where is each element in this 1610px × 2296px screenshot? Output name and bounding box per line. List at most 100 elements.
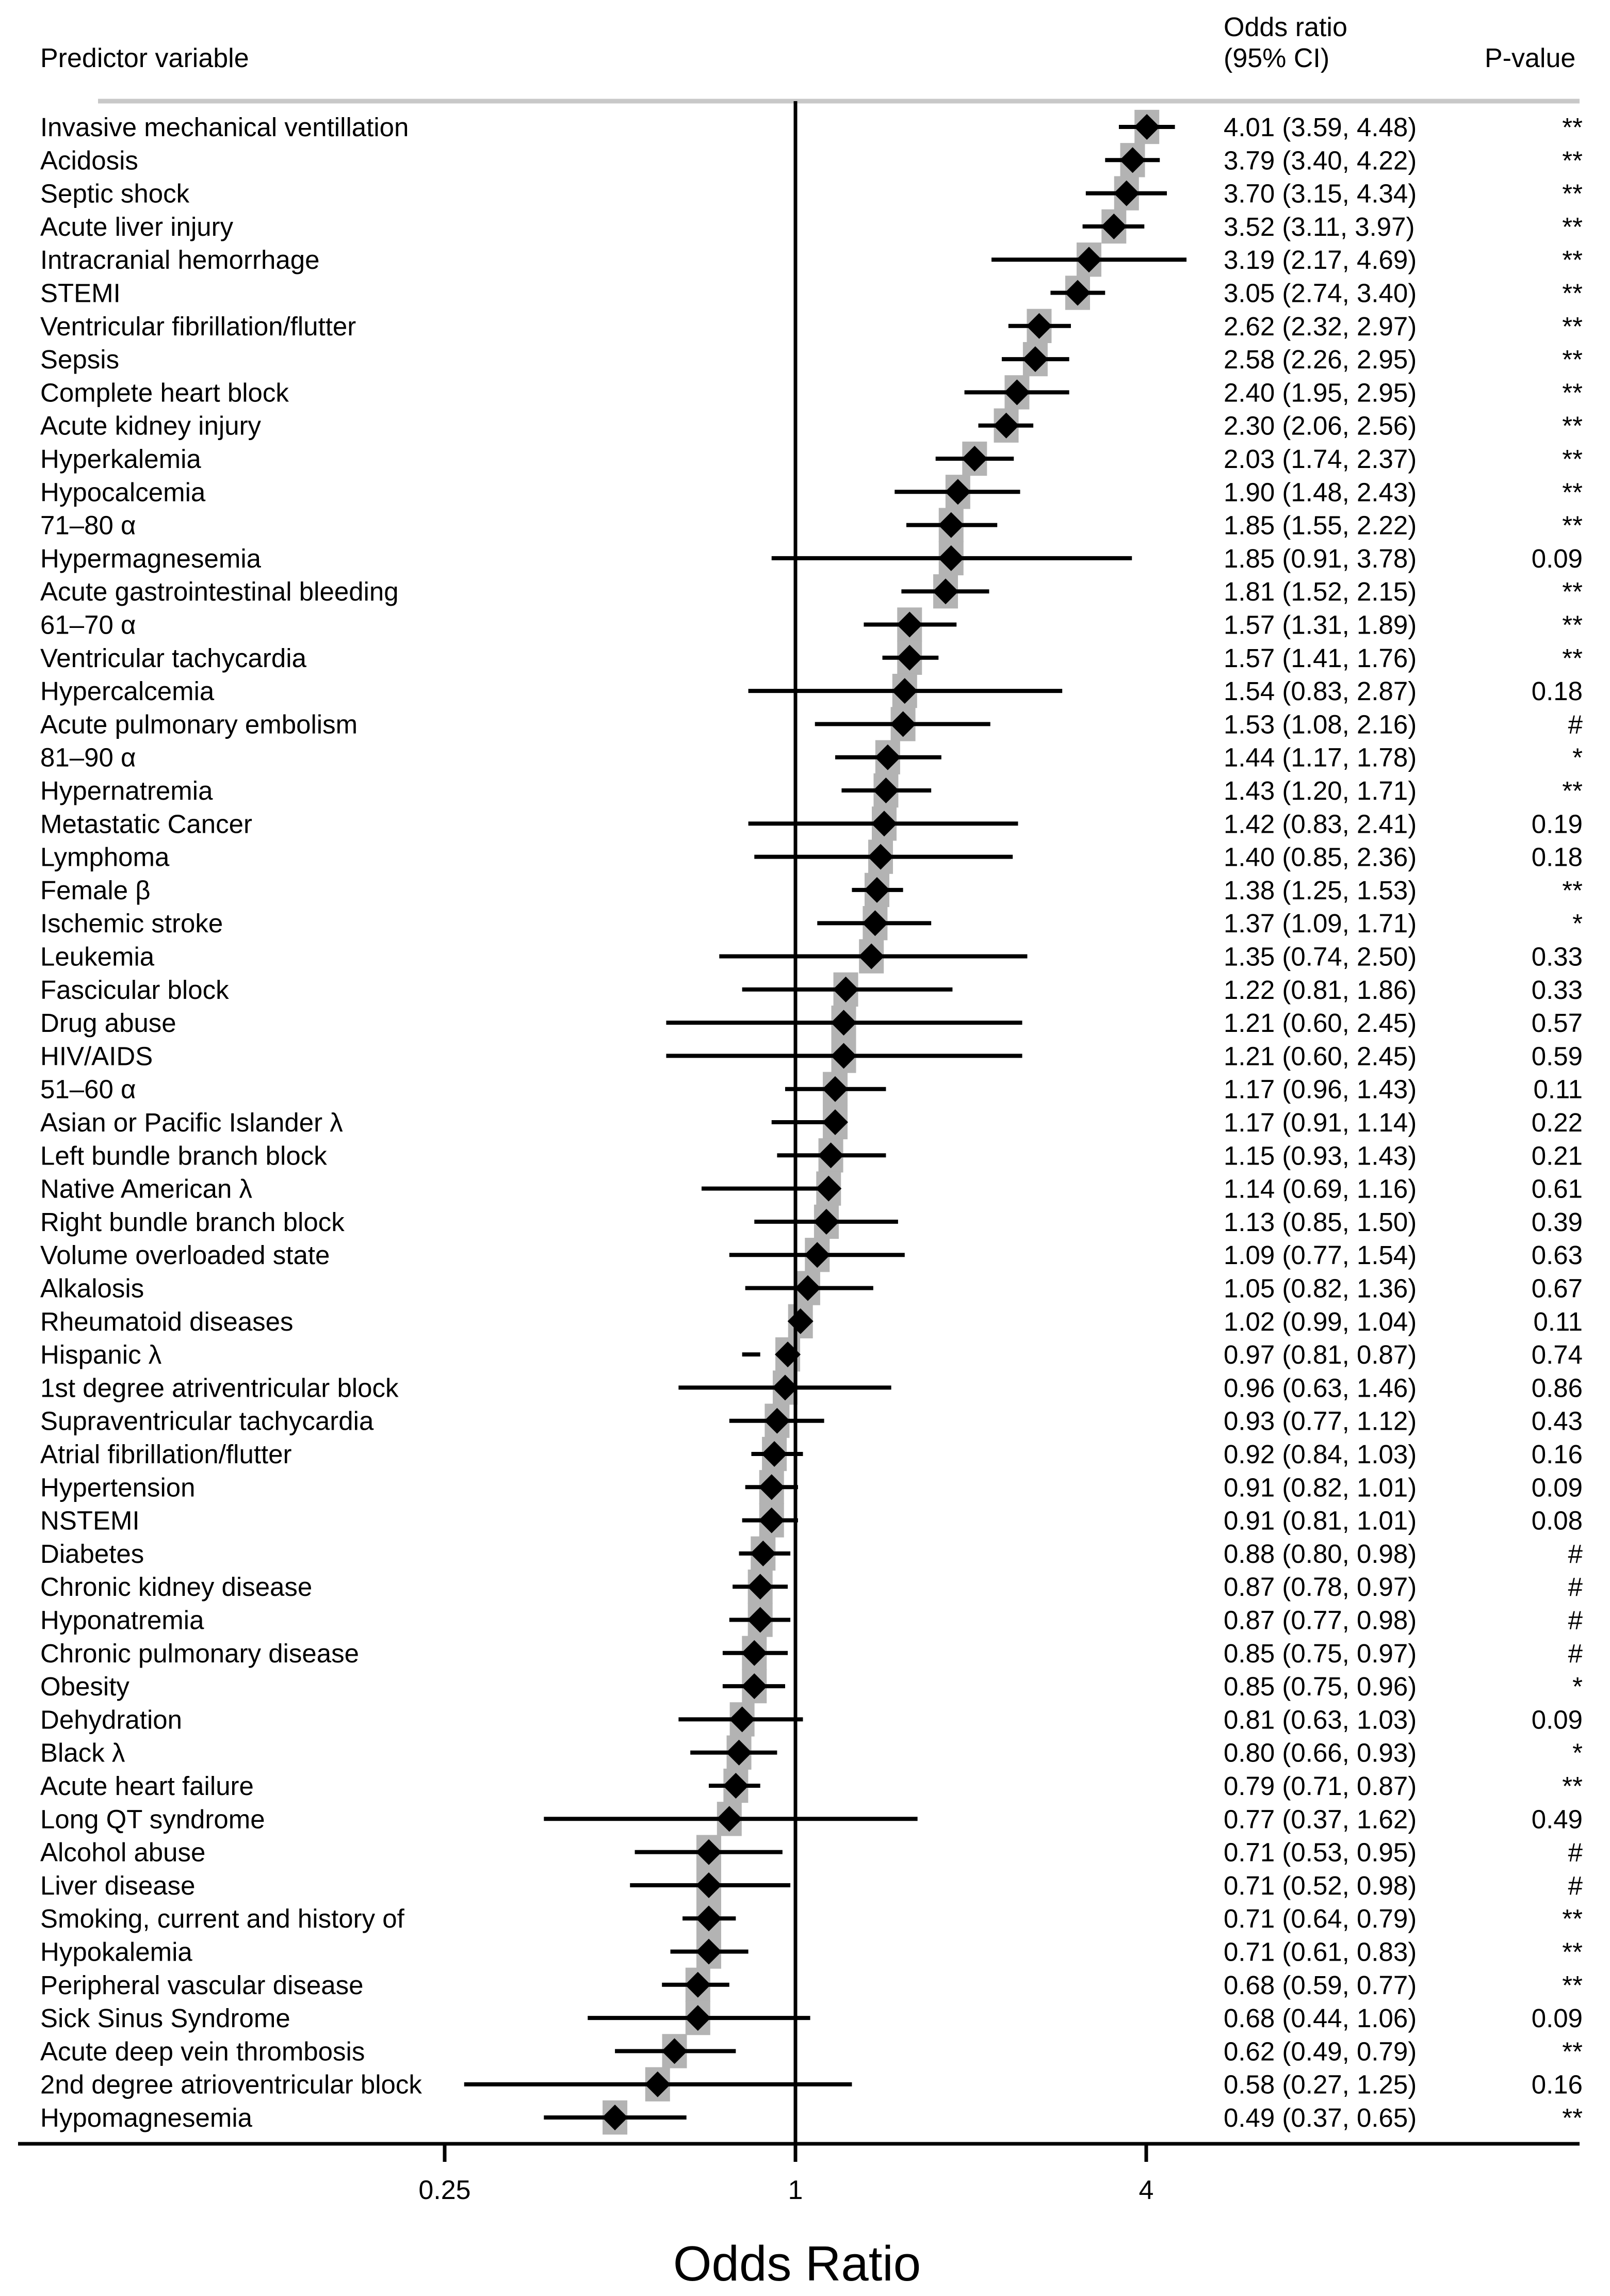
ci-value: 0.62 (0.49, 0.79) bbox=[1224, 2036, 1417, 2066]
p-value: 0.59 bbox=[1532, 1041, 1583, 1071]
odds-ratio-marker bbox=[772, 1375, 798, 1401]
row-label: NSTEMI bbox=[40, 1506, 140, 1535]
odds-ratio-marker bbox=[1119, 147, 1146, 173]
odds-ratio-marker bbox=[729, 1706, 755, 1733]
odds-ratio-marker bbox=[661, 2038, 688, 2064]
ci-value: 2.40 (1.95, 2.95) bbox=[1224, 378, 1417, 407]
p-value: # bbox=[1568, 1838, 1583, 1867]
table-row: Hyponatremia 0.87 (0.77, 0.98) # bbox=[40, 1606, 1583, 1635]
row-label: Sick Sinus Syndrome bbox=[40, 2003, 290, 2033]
p-value: ** bbox=[1562, 411, 1583, 441]
x-tick-label: 4 bbox=[1139, 2175, 1154, 2205]
row-label: Liver disease bbox=[40, 1871, 196, 1900]
odds-ratio-marker bbox=[1004, 379, 1030, 406]
table-row: Ventricular fibrillation/flutter 2.62 (2.… bbox=[40, 312, 1583, 341]
table-row: Hyperkalemia 2.03 (1.74, 2.37) ** bbox=[40, 444, 1583, 474]
p-value: ** bbox=[1562, 179, 1583, 208]
odds-ratio-marker bbox=[723, 1773, 749, 1799]
odds-ratio-marker bbox=[1101, 213, 1127, 239]
x-axis-label: Odds Ratio bbox=[673, 2236, 921, 2291]
ci-value: 2.03 (1.74, 2.37) bbox=[1224, 444, 1417, 474]
row-label: Sepsis bbox=[40, 345, 119, 374]
table-row: STEMI 3.05 (2.74, 3.40) ** bbox=[40, 279, 1583, 308]
ci-value: 1.13 (0.85, 1.50) bbox=[1224, 1207, 1417, 1237]
p-value: * bbox=[1572, 909, 1583, 938]
table-row: Liver disease 0.71 (0.52, 0.98) # bbox=[40, 1871, 1583, 1900]
p-value: * bbox=[1572, 743, 1583, 772]
p-value: 0.74 bbox=[1532, 1340, 1583, 1369]
odds-ratio-marker bbox=[818, 1142, 844, 1169]
p-value: * bbox=[1572, 1738, 1583, 1768]
odds-ratio-marker bbox=[945, 479, 971, 505]
p-value: 0.63 bbox=[1532, 1240, 1583, 1270]
ci-value: 3.19 (2.17, 4.69) bbox=[1224, 245, 1417, 274]
row-label: Right bundle branch block bbox=[40, 1207, 345, 1237]
odds-ratio-marker bbox=[1064, 280, 1091, 306]
ci-value: 0.88 (0.80, 0.98) bbox=[1224, 1539, 1417, 1569]
odds-ratio-marker bbox=[761, 1441, 788, 1467]
ci-value: 4.01 (3.59, 4.48) bbox=[1224, 112, 1417, 142]
row-label: Black λ bbox=[40, 1738, 125, 1768]
row-label: Hypomagnesemia bbox=[40, 2103, 253, 2132]
ci-value: 0.79 (0.71, 0.87) bbox=[1224, 1771, 1417, 1801]
p-value: ** bbox=[1562, 876, 1583, 905]
odds-ratio-marker bbox=[933, 578, 959, 605]
header-odds-ratio: Odds ratio bbox=[1224, 12, 1347, 42]
row-label: Intracranial hemorrhage bbox=[40, 245, 319, 274]
ci-value: 0.58 (0.27, 1.25) bbox=[1224, 2070, 1417, 2099]
odds-ratio-marker bbox=[804, 1242, 831, 1268]
row-label: Supraventricular tachycardia bbox=[40, 1406, 374, 1436]
ci-value: 0.68 (0.59, 0.77) bbox=[1224, 1970, 1417, 2000]
p-value: # bbox=[1568, 709, 1583, 739]
row-label: 61–70 α bbox=[40, 610, 136, 640]
ci-value: 0.77 (0.37, 1.62) bbox=[1224, 1804, 1417, 1834]
p-value: ** bbox=[1562, 1937, 1583, 1967]
ci-value: 3.70 (3.15, 4.34) bbox=[1224, 179, 1417, 208]
p-value: 0.16 bbox=[1532, 2070, 1583, 2099]
row-label: Leukemia bbox=[40, 942, 155, 972]
row-label: Hypocalcemia bbox=[40, 477, 206, 507]
p-value: ** bbox=[1562, 2036, 1583, 2066]
odds-ratio-marker bbox=[750, 1540, 776, 1566]
p-value: 0.33 bbox=[1532, 942, 1583, 972]
table-row: Drug abuse 1.21 (0.60, 2.45) 0.57 bbox=[40, 1008, 1583, 1038]
ci-value: 0.91 (0.82, 1.01) bbox=[1224, 1473, 1417, 1502]
ci-value: 0.93 (0.77, 1.12) bbox=[1224, 1406, 1417, 1436]
row-label: Chronic kidney disease bbox=[40, 1572, 312, 1602]
p-value: ** bbox=[1562, 610, 1583, 640]
p-value: # bbox=[1568, 1606, 1583, 1635]
table-row: Diabetes 0.88 (0.80, 0.98) # bbox=[40, 1539, 1583, 1569]
odds-ratio-marker bbox=[1026, 313, 1052, 339]
p-value: 0.08 bbox=[1532, 1506, 1583, 1535]
p-value: ** bbox=[1562, 245, 1583, 274]
odds-ratio-marker bbox=[874, 744, 901, 770]
header-predictor: Predictor variable bbox=[40, 43, 249, 73]
row-label: Acute pulmonary embolism bbox=[40, 709, 357, 739]
odds-ratio-marker bbox=[813, 1208, 839, 1235]
odds-ratio-marker bbox=[871, 811, 898, 837]
ci-value: 1.57 (1.31, 1.89) bbox=[1224, 610, 1417, 640]
row-label: 71–80 α bbox=[40, 511, 136, 540]
row-label: Hypercalcemia bbox=[40, 676, 215, 706]
table-row: Female β 1.38 (1.25, 1.53) ** bbox=[40, 876, 1583, 905]
row-label: Acute heart failure bbox=[40, 1771, 254, 1801]
row-label: Metastatic Cancer bbox=[40, 809, 252, 838]
row-label: 1st degree atriventricular block bbox=[40, 1373, 399, 1402]
table-row: HIV/AIDS 1.21 (0.60, 2.45) 0.59 bbox=[40, 1041, 1583, 1071]
p-value: # bbox=[1568, 1572, 1583, 1602]
table-row: 2nd degree atrioventricular block 0.58 (0… bbox=[40, 2070, 1583, 2099]
table-row: NSTEMI 0.91 (0.81, 1.01) 0.08 bbox=[40, 1506, 1583, 1535]
row-label: Ischemic stroke bbox=[40, 909, 223, 938]
row-label: Chronic pulmonary disease bbox=[40, 1639, 359, 1668]
row-label: Hispanic λ bbox=[40, 1340, 162, 1369]
table-row: Hypocalcemia 1.90 (1.48, 2.43) ** bbox=[40, 477, 1583, 507]
ci-value: 1.90 (1.48, 2.43) bbox=[1224, 477, 1417, 507]
p-value: ** bbox=[1562, 643, 1583, 673]
row-label: Atrial fibrillation/flutter bbox=[40, 1440, 292, 1469]
p-value: 0.19 bbox=[1532, 809, 1583, 838]
table-row: Right bundle branch block 1.13 (0.85, 1.5… bbox=[40, 1207, 1583, 1237]
table-row: Left bundle branch block 1.15 (0.93, 1.43… bbox=[40, 1141, 1583, 1170]
p-value: ** bbox=[1562, 511, 1583, 540]
table-row: Sepsis 2.58 (2.26, 2.95) ** bbox=[40, 345, 1583, 374]
